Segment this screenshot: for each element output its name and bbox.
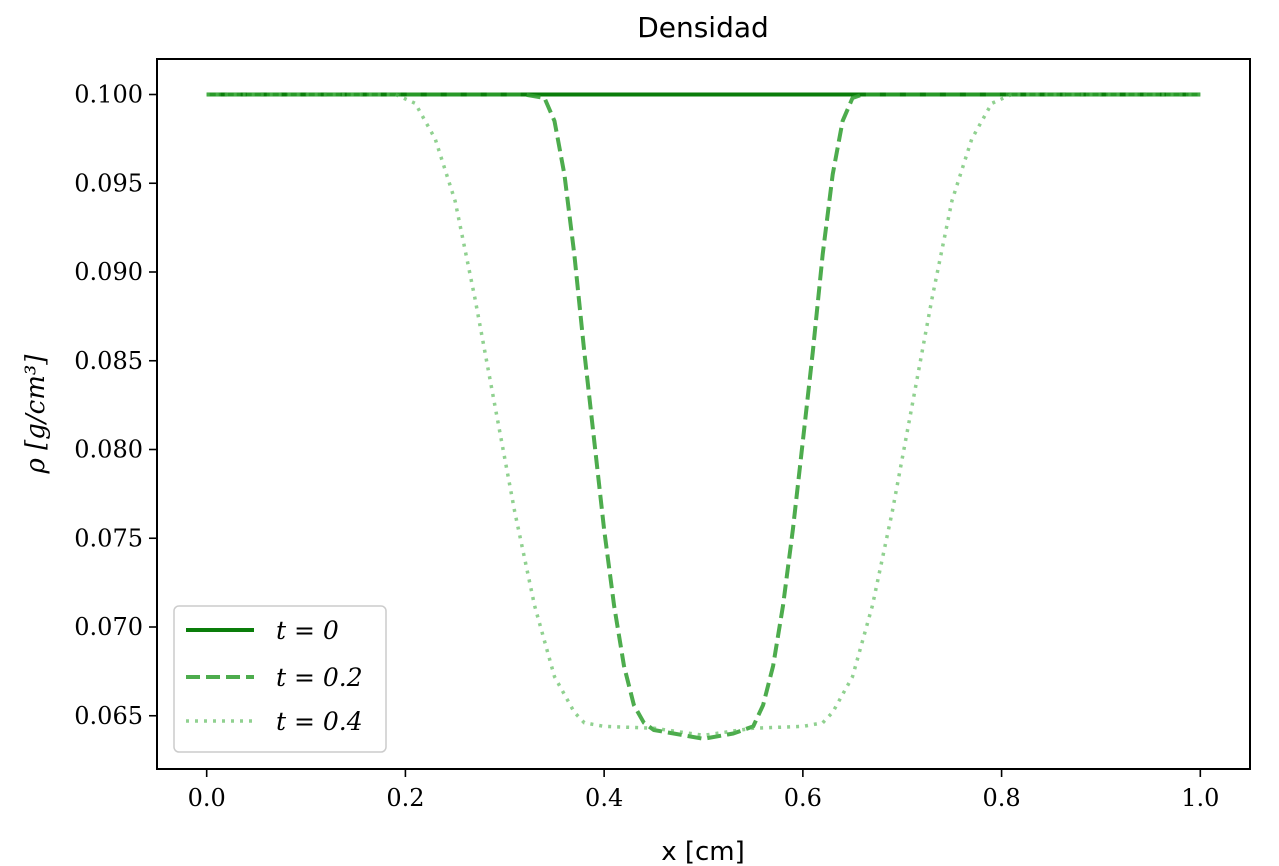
x-tick-label: 0.8: [983, 784, 1021, 812]
y-tick-label: 0.070: [74, 613, 143, 641]
x-tick-label: 1.0: [1181, 784, 1219, 812]
legend: t = 0 t = 0.2 t = 0.4: [173, 605, 387, 753]
legend-label-1: t = 0.2: [276, 663, 363, 692]
series-layer: [206, 92, 1201, 741]
legend-label-0: t = 0: [276, 616, 339, 645]
x-tick-label: 0.0: [188, 784, 226, 812]
y-axis-label: ρ [g/cm³]: [21, 354, 51, 475]
x-axis-ticks: 0.0 0.2 0.4 0.6 0.8 1.0: [188, 769, 1219, 812]
legend-label-2: t = 0.4: [276, 707, 363, 736]
y-tick-label: 0.095: [74, 169, 143, 197]
chart-title: Densidad: [637, 11, 769, 44]
legend-box: [173, 605, 387, 753]
x-tick-label: 0.6: [784, 784, 822, 812]
x-axis-label: x [cm]: [661, 837, 745, 866]
series-line-1: [206, 92, 1201, 741]
x-tick-label: 0.2: [386, 784, 424, 812]
y-axis-ticks: 0.065 0.070 0.075 0.080 0.085 0.090 0.095 0.100: [74, 81, 157, 730]
x-tick-label: 0.4: [585, 784, 623, 812]
y-tick-label: 0.085: [74, 347, 143, 375]
y-tick-label: 0.080: [74, 436, 143, 464]
y-tick-label: 0.075: [74, 524, 143, 552]
y-tick-label: 0.100: [74, 81, 143, 109]
y-tick-label: 0.065: [74, 702, 143, 730]
y-tick-label: 0.090: [74, 258, 143, 286]
